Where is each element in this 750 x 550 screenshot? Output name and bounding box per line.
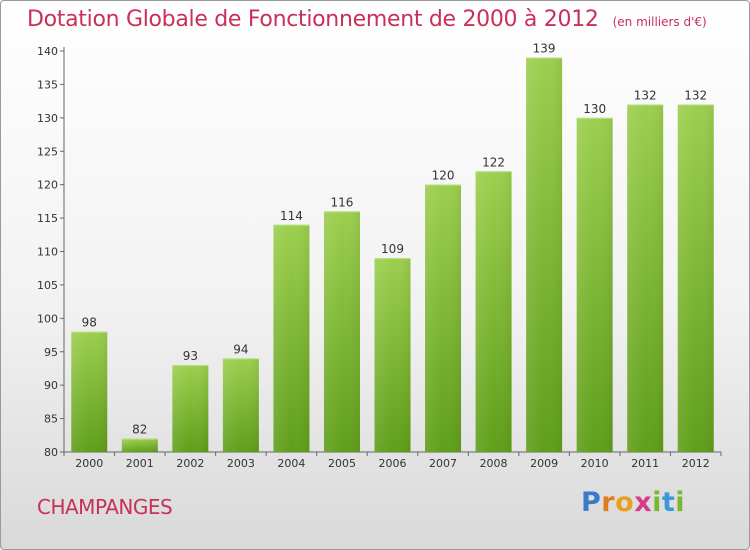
logo-letter: i [675, 487, 686, 518]
x-tick-label: 2007 [429, 457, 457, 470]
y-tick-label: 125 [37, 145, 58, 158]
data-label: 94 [233, 342, 248, 356]
x-tick-label: 2006 [379, 457, 407, 470]
y-tick-label: 115 [37, 212, 58, 225]
y-tick-label: 100 [37, 312, 58, 325]
axes: 80 85 90 95 100 105 110 115 120 125 130 135 140 2000 2… [37, 45, 722, 470]
bar-shine [425, 184, 462, 452]
data-label: 93 [183, 349, 198, 363]
x-tick-label: 2012 [682, 457, 710, 470]
y-tick-label: 140 [37, 45, 58, 58]
data-label: 132 [684, 88, 707, 102]
y-tick-label: 110 [37, 246, 58, 259]
bar-shine [323, 211, 360, 452]
x-tick-label: 2011 [631, 457, 659, 470]
bar-shine [121, 438, 158, 452]
x-tick-label: 2004 [277, 457, 305, 470]
proxiti-logo: Proxiti [581, 487, 685, 518]
y-tick-label: 105 [37, 279, 58, 292]
commune-name: CHAMPANGES [37, 495, 173, 519]
x-tick-label: 2001 [126, 457, 154, 470]
x-tick-label: 2005 [328, 457, 356, 470]
x-tick-label: 2008 [480, 457, 508, 470]
data-label: 82 [132, 423, 147, 437]
bar-shine [71, 331, 108, 452]
y-tick-label: 135 [37, 78, 58, 91]
x-tick-label: 2003 [227, 457, 255, 470]
data-label: 122 [482, 155, 505, 169]
data-label: 109 [381, 242, 404, 256]
logo-letter: x [634, 487, 653, 518]
logo-letter: i [652, 487, 662, 518]
bar-shine [526, 57, 563, 452]
y-tick-label: 95 [44, 346, 58, 359]
data-label: 132 [634, 88, 657, 102]
bars [71, 57, 714, 453]
data-label: 139 [533, 42, 556, 56]
y-tick-label: 90 [44, 379, 58, 392]
y-tick-label: 85 [44, 413, 58, 426]
bar-shine [172, 365, 209, 452]
bar-shine [475, 171, 512, 453]
data-labels: 98 82 93 94 114 116 109 120 122 139 130 132 132 [82, 42, 708, 437]
x-tick-label: 2002 [176, 457, 204, 470]
data-label: 114 [280, 209, 303, 223]
data-label: 130 [583, 102, 606, 116]
x-tick-label: 2010 [581, 457, 609, 470]
bar-shine [576, 117, 613, 452]
x-tick-label: 2000 [75, 457, 103, 470]
bar-chart: 80 85 90 95 100 105 110 115 120 125 130 135 140 2000 2… [37, 42, 722, 470]
data-label: 116 [331, 195, 354, 209]
data-label: 120 [432, 169, 455, 183]
logo-letter: t [661, 487, 676, 518]
logo-letter: P [581, 487, 602, 518]
logo-letter: o [615, 487, 635, 518]
chart-title-text: Dotation Globale de Fonctionnement de 20… [27, 7, 599, 32]
bar-shine [374, 258, 411, 452]
bar-shine [627, 104, 664, 452]
x-tick-label: 2009 [530, 457, 558, 470]
chart-unit: (en milliers d'€) [612, 15, 707, 29]
bar-shine [222, 358, 259, 452]
bar-shine [677, 104, 714, 452]
bar-shine [273, 224, 310, 452]
logo-letter: r [601, 487, 616, 518]
data-label: 98 [82, 316, 97, 330]
y-tick-label: 120 [37, 179, 58, 192]
y-tick-label: 80 [44, 446, 58, 459]
chart-title: Dotation Globale de Fonctionnement de 20… [27, 7, 707, 32]
y-tick-label: 130 [37, 112, 58, 125]
